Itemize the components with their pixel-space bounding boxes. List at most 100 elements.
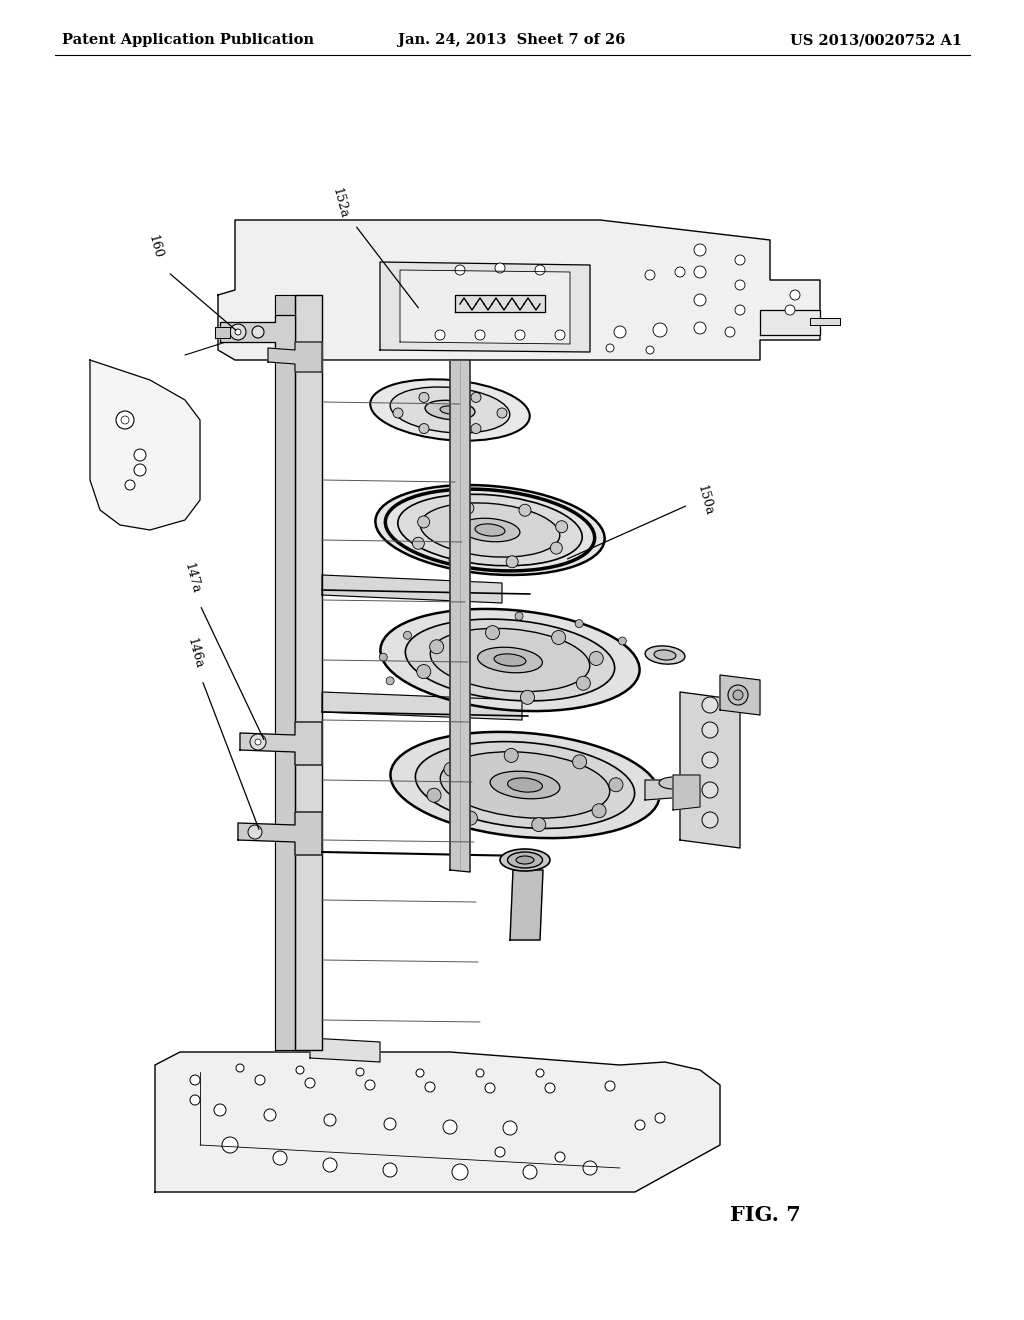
Circle shape <box>435 330 445 341</box>
Circle shape <box>417 664 431 678</box>
Circle shape <box>190 1074 200 1085</box>
Circle shape <box>222 1137 238 1152</box>
Text: US 2013/0020752 A1: US 2013/0020752 A1 <box>790 33 962 48</box>
Circle shape <box>190 1096 200 1105</box>
Circle shape <box>230 323 246 341</box>
Circle shape <box>475 330 485 341</box>
Ellipse shape <box>654 649 676 660</box>
Circle shape <box>476 1069 484 1077</box>
Ellipse shape <box>440 407 460 414</box>
Circle shape <box>535 265 545 275</box>
Circle shape <box>572 755 587 768</box>
Circle shape <box>495 1147 505 1158</box>
Polygon shape <box>268 342 322 372</box>
Circle shape <box>471 392 481 403</box>
Circle shape <box>418 516 430 528</box>
Circle shape <box>728 685 748 705</box>
Circle shape <box>503 1121 517 1135</box>
Polygon shape <box>238 812 322 855</box>
Circle shape <box>419 424 429 433</box>
Ellipse shape <box>371 379 529 441</box>
Ellipse shape <box>390 731 659 838</box>
Polygon shape <box>322 576 502 603</box>
Circle shape <box>304 326 316 338</box>
Circle shape <box>234 329 241 335</box>
Circle shape <box>356 1068 364 1076</box>
Circle shape <box>523 1166 537 1179</box>
Circle shape <box>455 265 465 275</box>
Polygon shape <box>322 692 522 719</box>
Ellipse shape <box>425 400 475 420</box>
Circle shape <box>425 1082 435 1092</box>
Ellipse shape <box>416 742 635 829</box>
Circle shape <box>464 812 477 825</box>
Ellipse shape <box>406 619 614 701</box>
Circle shape <box>413 537 424 549</box>
Circle shape <box>485 1082 495 1093</box>
Ellipse shape <box>516 855 534 865</box>
Circle shape <box>214 1104 226 1115</box>
Polygon shape <box>510 870 543 940</box>
Circle shape <box>248 825 262 840</box>
Polygon shape <box>645 780 685 800</box>
Polygon shape <box>215 327 230 338</box>
Circle shape <box>589 652 603 665</box>
Polygon shape <box>760 310 820 335</box>
Circle shape <box>646 346 654 354</box>
Ellipse shape <box>397 494 583 566</box>
Circle shape <box>550 543 562 554</box>
Circle shape <box>383 1163 397 1177</box>
Circle shape <box>384 1118 396 1130</box>
Circle shape <box>592 804 606 818</box>
Circle shape <box>583 1162 597 1175</box>
Circle shape <box>555 330 565 341</box>
Circle shape <box>134 449 146 461</box>
Circle shape <box>455 685 468 700</box>
Circle shape <box>264 1109 276 1121</box>
Ellipse shape <box>645 645 685 664</box>
Circle shape <box>323 1158 337 1172</box>
Circle shape <box>403 631 412 639</box>
Text: 150a: 150a <box>695 483 716 517</box>
Circle shape <box>497 408 507 418</box>
Circle shape <box>462 502 474 515</box>
Circle shape <box>606 345 614 352</box>
Circle shape <box>702 781 718 799</box>
Circle shape <box>545 1082 555 1093</box>
Polygon shape <box>310 1038 380 1063</box>
Ellipse shape <box>376 484 604 576</box>
Circle shape <box>645 271 655 280</box>
Circle shape <box>733 690 743 700</box>
Ellipse shape <box>420 503 560 557</box>
Ellipse shape <box>430 628 590 692</box>
Circle shape <box>134 465 146 477</box>
Polygon shape <box>680 692 740 847</box>
Polygon shape <box>400 271 570 345</box>
Circle shape <box>386 677 394 685</box>
Circle shape <box>515 330 525 341</box>
Circle shape <box>635 1119 645 1130</box>
Circle shape <box>252 326 264 338</box>
Circle shape <box>121 416 129 424</box>
Circle shape <box>427 788 441 803</box>
Circle shape <box>305 1078 315 1088</box>
Circle shape <box>577 676 591 690</box>
Circle shape <box>655 1113 665 1123</box>
Text: 152a: 152a <box>330 186 350 220</box>
Circle shape <box>556 520 567 533</box>
Circle shape <box>609 777 623 792</box>
Circle shape <box>519 504 531 516</box>
Circle shape <box>618 638 627 645</box>
Circle shape <box>725 327 735 337</box>
Circle shape <box>324 1114 336 1126</box>
Circle shape <box>575 619 583 627</box>
Circle shape <box>485 626 500 640</box>
Circle shape <box>694 322 706 334</box>
Circle shape <box>495 263 505 273</box>
Text: Jan. 24, 2013  Sheet 7 of 26: Jan. 24, 2013 Sheet 7 of 26 <box>398 33 626 48</box>
Polygon shape <box>155 1052 720 1192</box>
Circle shape <box>393 408 403 418</box>
Ellipse shape <box>381 609 640 711</box>
Polygon shape <box>220 315 295 350</box>
Circle shape <box>379 653 387 661</box>
